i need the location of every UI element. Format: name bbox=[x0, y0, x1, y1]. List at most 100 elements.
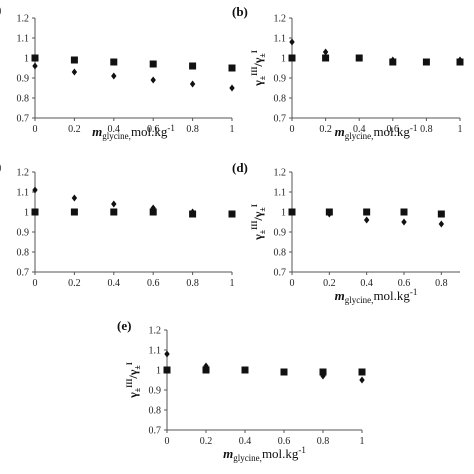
y-axis-label: γ±III/γ±I bbox=[250, 204, 267, 241]
data-point-diamond bbox=[164, 350, 170, 358]
x-tick-label: 0 bbox=[165, 436, 170, 447]
data-point-square bbox=[319, 368, 327, 376]
y-tick-label: 1 bbox=[24, 54, 29, 65]
x-tick-label: 0 bbox=[33, 278, 38, 289]
data-point-diamond bbox=[438, 220, 445, 228]
y-tick-label: 0.8 bbox=[17, 94, 30, 105]
y-tick-label: 0.8 bbox=[274, 248, 287, 259]
panel-label-cropped: ) bbox=[0, 159, 1, 174]
y-tick-label: 0.7 bbox=[17, 268, 30, 279]
y-tick-label: 1.1 bbox=[274, 188, 287, 199]
data-point-diamond bbox=[401, 218, 407, 226]
data-point-square bbox=[189, 62, 197, 70]
x-tick-label: 1 bbox=[458, 124, 463, 135]
y-tick-label: 0.9 bbox=[17, 74, 30, 85]
data-point-diamond bbox=[32, 62, 38, 70]
y-tick-label: 0.8 bbox=[274, 94, 287, 105]
y-tick-label: 0.8 bbox=[149, 406, 162, 417]
x-tick-label: 0.4 bbox=[353, 124, 366, 135]
panel-label: (e) bbox=[117, 318, 131, 333]
y-tick-label: 1 bbox=[281, 54, 286, 65]
y-axis-label: γ±III/γ±I bbox=[250, 50, 267, 87]
data-point-square bbox=[389, 58, 397, 66]
y-tick-label: 1.2 bbox=[274, 14, 287, 25]
x-axis-label: mglycine,mol.kg-1 bbox=[92, 123, 175, 141]
data-point-diamond bbox=[203, 362, 209, 370]
data-point-square bbox=[149, 60, 157, 68]
x-tick-label: 0.6 bbox=[278, 436, 291, 447]
x-tick-label: 0.4 bbox=[108, 278, 121, 289]
x-tick-label: 1 bbox=[230, 124, 235, 135]
data-point-square bbox=[400, 208, 408, 216]
x-tick-label: 0.8 bbox=[435, 278, 448, 289]
data-point-diamond bbox=[363, 216, 370, 224]
data-point-diamond bbox=[322, 48, 329, 56]
panel-3: 0.7 0.8 0.9 1 1.1 1.2 0 0.2 0.4 0.6 0.8 mglycine,mo… bbox=[232, 160, 460, 305]
y-tick-label: 0.7 bbox=[274, 268, 287, 279]
y-tick-label: 1 bbox=[281, 208, 286, 219]
panel-1: 0.7 0.8 0.9 1 1.1 1.2 0 0.2 0.4 0.6 0.8 1 mglycine,m… bbox=[17, 14, 236, 141]
x-axis-label: mglycine,mol.kg-1 bbox=[223, 445, 306, 463]
data-point-diamond bbox=[111, 200, 117, 208]
data-point-square bbox=[322, 54, 330, 62]
data-point-square bbox=[358, 368, 366, 376]
data-point-diamond bbox=[32, 186, 38, 194]
x-tick-label: 0.4 bbox=[108, 124, 121, 135]
y-tick-label: 0.9 bbox=[17, 228, 30, 239]
data-point-diamond bbox=[111, 72, 117, 80]
data-point-square bbox=[228, 64, 236, 72]
data-point-diamond bbox=[359, 376, 365, 384]
y-axis-label: γ±III/γ±I bbox=[125, 362, 142, 399]
data-point-square bbox=[202, 366, 210, 374]
y-tick-label: 0.9 bbox=[274, 228, 287, 239]
data-point-diamond bbox=[289, 38, 295, 46]
x-tick-label: 0 bbox=[290, 278, 295, 289]
data-point-diamond bbox=[71, 68, 78, 76]
data-point-square bbox=[363, 208, 371, 216]
panel-0: 0.7 0.8 0.9 1 1.1 1.2 0 0.2 0.4 0.6 0.8 1 mglycine,m… bbox=[232, 4, 464, 141]
data-point-square bbox=[422, 58, 430, 66]
data-point-square bbox=[31, 54, 39, 62]
y-tick-label: 1.2 bbox=[149, 326, 162, 337]
panel-label: (b) bbox=[232, 4, 248, 19]
data-point-square bbox=[241, 366, 249, 374]
data-point-square bbox=[163, 366, 171, 374]
x-tick-label: 0.4 bbox=[360, 278, 373, 289]
x-tick-label: 0.2 bbox=[323, 278, 336, 289]
data-point-diamond bbox=[189, 80, 196, 88]
y-tick-label: 1 bbox=[24, 208, 29, 219]
y-tick-label: 1.2 bbox=[17, 168, 30, 179]
data-point-square bbox=[325, 208, 333, 216]
x-axis-label: mglycine,mol.kg-1 bbox=[335, 287, 418, 305]
data-point-square bbox=[437, 210, 445, 218]
y-tick-label: 1 bbox=[156, 366, 161, 377]
y-tick-label: 1.2 bbox=[274, 168, 287, 179]
x-tick-label: 0.6 bbox=[398, 278, 411, 289]
y-tick-label: 0.8 bbox=[17, 248, 30, 259]
x-tick-label: 0 bbox=[33, 124, 38, 135]
y-tick-label: 1.1 bbox=[149, 346, 162, 357]
data-point-square bbox=[70, 56, 78, 64]
data-point-diamond bbox=[150, 76, 156, 84]
x-tick-label: 1 bbox=[360, 436, 365, 447]
data-point-square bbox=[110, 58, 118, 66]
panel-label-cropped: ) bbox=[0, 2, 1, 17]
x-tick-label: 0.2 bbox=[68, 278, 81, 289]
y-tick-label: 0.9 bbox=[149, 386, 162, 397]
y-tick-label: 0.9 bbox=[274, 74, 287, 85]
x-tick-label: 0.2 bbox=[68, 124, 81, 135]
x-tick-label: 0.8 bbox=[317, 436, 330, 447]
y-tick-label: 1.1 bbox=[274, 34, 287, 45]
x-tick-label: 0.6 bbox=[387, 124, 400, 135]
x-tick-label: 0.6 bbox=[147, 278, 160, 289]
data-point-square bbox=[110, 208, 118, 216]
x-tick-label: 0.2 bbox=[319, 124, 332, 135]
data-point-diamond bbox=[71, 194, 78, 202]
y-tick-label: 1.2 bbox=[17, 14, 30, 25]
data-point-square bbox=[355, 54, 363, 62]
x-tick-label: 0.6 bbox=[147, 124, 160, 135]
data-point-square bbox=[189, 210, 197, 218]
x-tick-label: 0.4 bbox=[239, 436, 252, 447]
x-tick-label: 0 bbox=[290, 124, 295, 135]
